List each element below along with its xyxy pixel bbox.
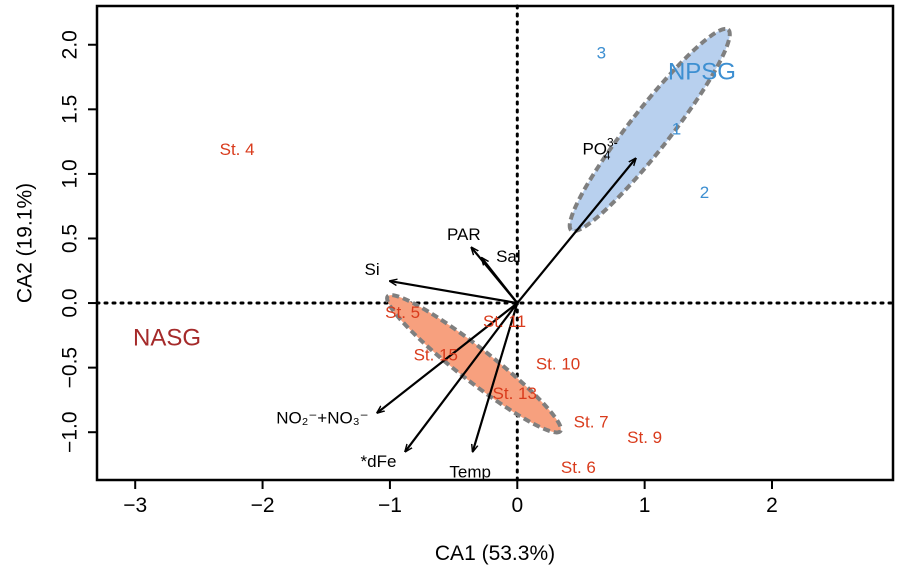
axes: −3 −2 −1 0 1 2 −1.0 −0.5 0.0 0.5 1.0 1.5 2.0 — [59, 30, 778, 517]
site-st-11: St. 11 — [483, 312, 526, 331]
site-st-7: St. 7 — [574, 413, 609, 432]
y-tick-label: 1.5 — [59, 95, 82, 124]
group-labels: NPSG NASG — [133, 59, 736, 352]
zero-lines — [95, 4, 895, 482]
vector-label-po: PO3-4 — [582, 136, 617, 163]
vector-arrow-sal — [482, 258, 519, 304]
site-3: 3 — [597, 43, 606, 62]
group-label-npsg: NPSG — [668, 59, 736, 86]
site-st-9: St. 9 — [627, 428, 662, 447]
site-st-13: St. 13 — [493, 384, 537, 403]
site-2: 2 — [700, 183, 709, 202]
x-tick-label: 1 — [639, 494, 651, 517]
x-tick-label: 0 — [511, 494, 523, 517]
vector-label-sal: Sal — [496, 247, 521, 266]
vector-arrow-temp — [473, 302, 519, 452]
vector-arrow-po — [516, 158, 635, 304]
y-tick-label: 1.0 — [59, 159, 82, 188]
site-st-6: St. 6 — [561, 458, 596, 477]
vector-label-temp: Temp — [449, 463, 491, 482]
site-st-15: St. 15 — [414, 345, 458, 364]
x-tick-label: −3 — [123, 494, 147, 517]
x-axis-title: CA1 (53.3%) — [435, 542, 555, 565]
environmental-vectors: PO3-4 PAR Sal Si NO₂⁻+NO₃⁻ *dFe Temp — [276, 136, 636, 482]
y-tick-label: 0.0 — [59, 288, 82, 317]
group-ellipses — [385, 26, 732, 435]
x-tick-label: −1 — [378, 494, 402, 517]
y-tick-label: −0.5 — [59, 347, 82, 388]
y-tick-label: 0.5 — [59, 224, 82, 253]
vector-label-par: PAR — [447, 225, 481, 244]
ellipse-nasg — [385, 293, 563, 435]
site-st-4: St. 4 — [220, 140, 255, 159]
ellipse-npsg — [567, 26, 732, 234]
group-label-nasg: NASG — [133, 325, 201, 352]
vector-label-dfe: *dFe — [361, 453, 397, 472]
site-st-5: St. 5 — [385, 303, 420, 322]
vector-arrow-dfe — [405, 302, 519, 452]
y-tick-label: −1.0 — [59, 411, 82, 452]
y-tick-label: 2.0 — [59, 30, 82, 59]
vector-label-no-no: NO₂⁻+NO₃⁻ — [276, 409, 368, 428]
vector-label-si: Si — [365, 260, 380, 279]
plot-frame — [95, 4, 895, 482]
x-tick-label: 2 — [766, 494, 778, 517]
site-labels: 3 1 2 St. 4 St. 5 St. 11 St. 15 St. 10 St. 13 St.… — [220, 43, 710, 477]
site-1: 1 — [672, 119, 681, 138]
vector-arrow-no-no — [377, 302, 518, 413]
y-axis-title: CA2 (19.1%) — [14, 183, 37, 303]
x-tick-label: −2 — [251, 494, 275, 517]
vector-arrow-si — [390, 281, 518, 305]
site-st-10: St. 10 — [536, 355, 580, 374]
